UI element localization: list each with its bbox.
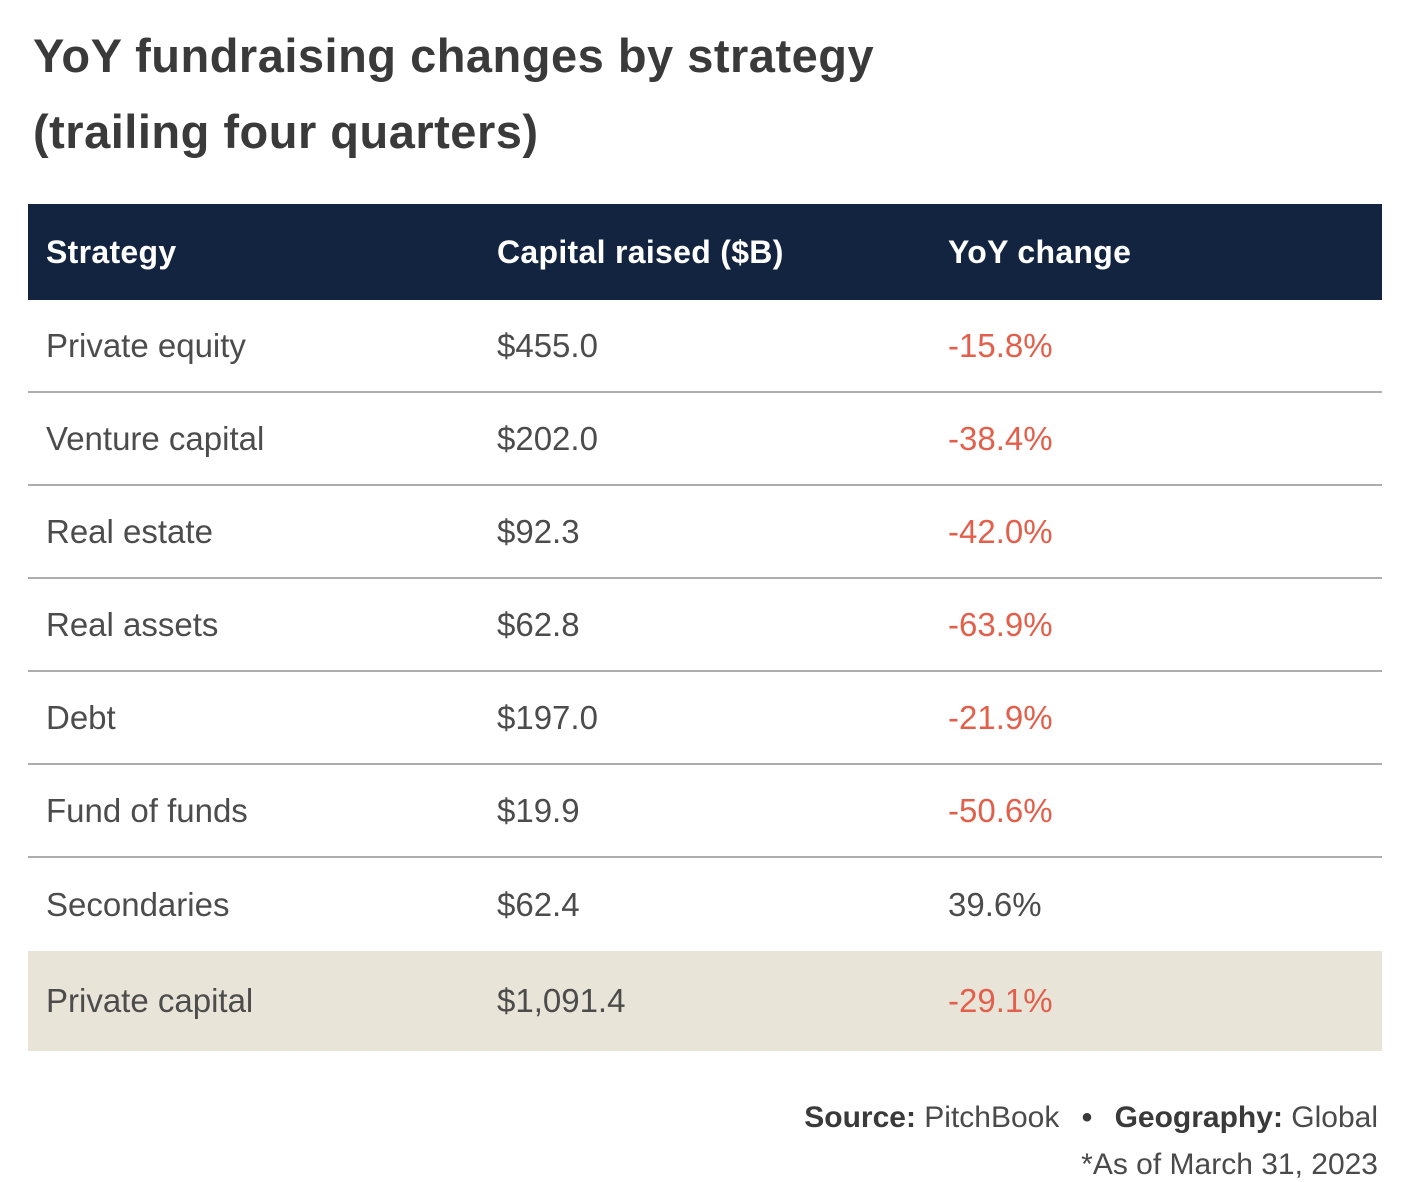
- yoy-change-cell: -29.1%: [948, 982, 1053, 1020]
- bullet-separator: •: [1081, 1101, 1093, 1135]
- page-title-line2: (trailing four quarters): [33, 105, 539, 159]
- footer-source-line: Source: PitchBook • Geography: Global: [33, 1095, 1378, 1140]
- header-cell-yoy-change: YoY change: [948, 233, 1132, 270]
- source-value: PitchBook: [924, 1101, 1060, 1135]
- yoy-change-cell: 39.6%: [948, 885, 1042, 923]
- table-row: Debt $197.0 -21.9%: [28, 672, 1382, 766]
- capital-raised-cell: $202.0: [497, 419, 598, 457]
- source-label: Source:: [804, 1101, 916, 1135]
- yoy-change-cell: -50.6%: [948, 791, 1053, 829]
- yoy-change-cell: -38.4%: [948, 419, 1053, 457]
- strategy-cell: Venture capital: [46, 419, 265, 457]
- strategy-cell: Debt: [46, 698, 116, 736]
- yoy-change-cell: -21.9%: [948, 698, 1053, 736]
- table-row: Secondaries $62.4 39.6%: [28, 858, 1382, 951]
- yoy-change-cell: -42.0%: [948, 512, 1053, 550]
- table-row: Real assets $62.8 -63.9%: [28, 579, 1382, 673]
- page-title-line1: YoY fundraising changes by strategy: [33, 29, 875, 82]
- table-row: Fund of funds $19.9 -50.6%: [28, 765, 1382, 859]
- yoy-change-cell: -63.9%: [948, 605, 1053, 643]
- footer-as-of-line: *As of March 31, 2023: [1081, 1148, 1378, 1182]
- header-cell-capital-raised: Capital raised ($B): [497, 233, 784, 270]
- strategy-cell: Private equity: [46, 326, 246, 364]
- table-row: Venture capital $202.0 -38.4%: [28, 393, 1382, 487]
- capital-raised-cell: $455.0: [497, 326, 598, 364]
- capital-raised-cell: $19.9: [497, 791, 580, 829]
- strategy-cell: Fund of funds: [46, 791, 248, 829]
- capital-raised-cell: $1,091.4: [497, 982, 626, 1020]
- strategy-cell: Real estate: [46, 512, 213, 550]
- strategy-cell: Secondaries: [46, 885, 230, 923]
- page-title: YoY fundraising changes by strategy (tra…: [33, 18, 1382, 170]
- table-row: Private capital $1,091.4 -29.1%: [28, 951, 1382, 1052]
- strategy-cell: Private capital: [46, 982, 254, 1020]
- fundraising-table: Strategy Capital raised ($B) YoY change …: [28, 204, 1382, 1052]
- table-row: Real estate $92.3 -42.0%: [28, 486, 1382, 580]
- header-cell-strategy: Strategy: [46, 233, 177, 270]
- footer: Source: PitchBook • Geography: Global *A…: [33, 1095, 1382, 1182]
- table-body: Private equity $455.0 -15.8% Venture cap…: [28, 300, 1382, 1052]
- capital-raised-cell: $197.0: [497, 698, 598, 736]
- geography-label: Geography:: [1114, 1101, 1283, 1135]
- table-header-row: Strategy Capital raised ($B) YoY change: [28, 204, 1382, 301]
- yoy-change-cell: -15.8%: [948, 326, 1053, 364]
- strategy-cell: Real assets: [46, 605, 219, 643]
- capital-raised-cell: $92.3: [497, 512, 580, 550]
- geography-value: Global: [1291, 1101, 1378, 1135]
- table-row: Private equity $455.0 -15.8%: [28, 300, 1382, 394]
- capital-raised-cell: $62.4: [497, 885, 580, 923]
- capital-raised-cell: $62.8: [497, 605, 580, 643]
